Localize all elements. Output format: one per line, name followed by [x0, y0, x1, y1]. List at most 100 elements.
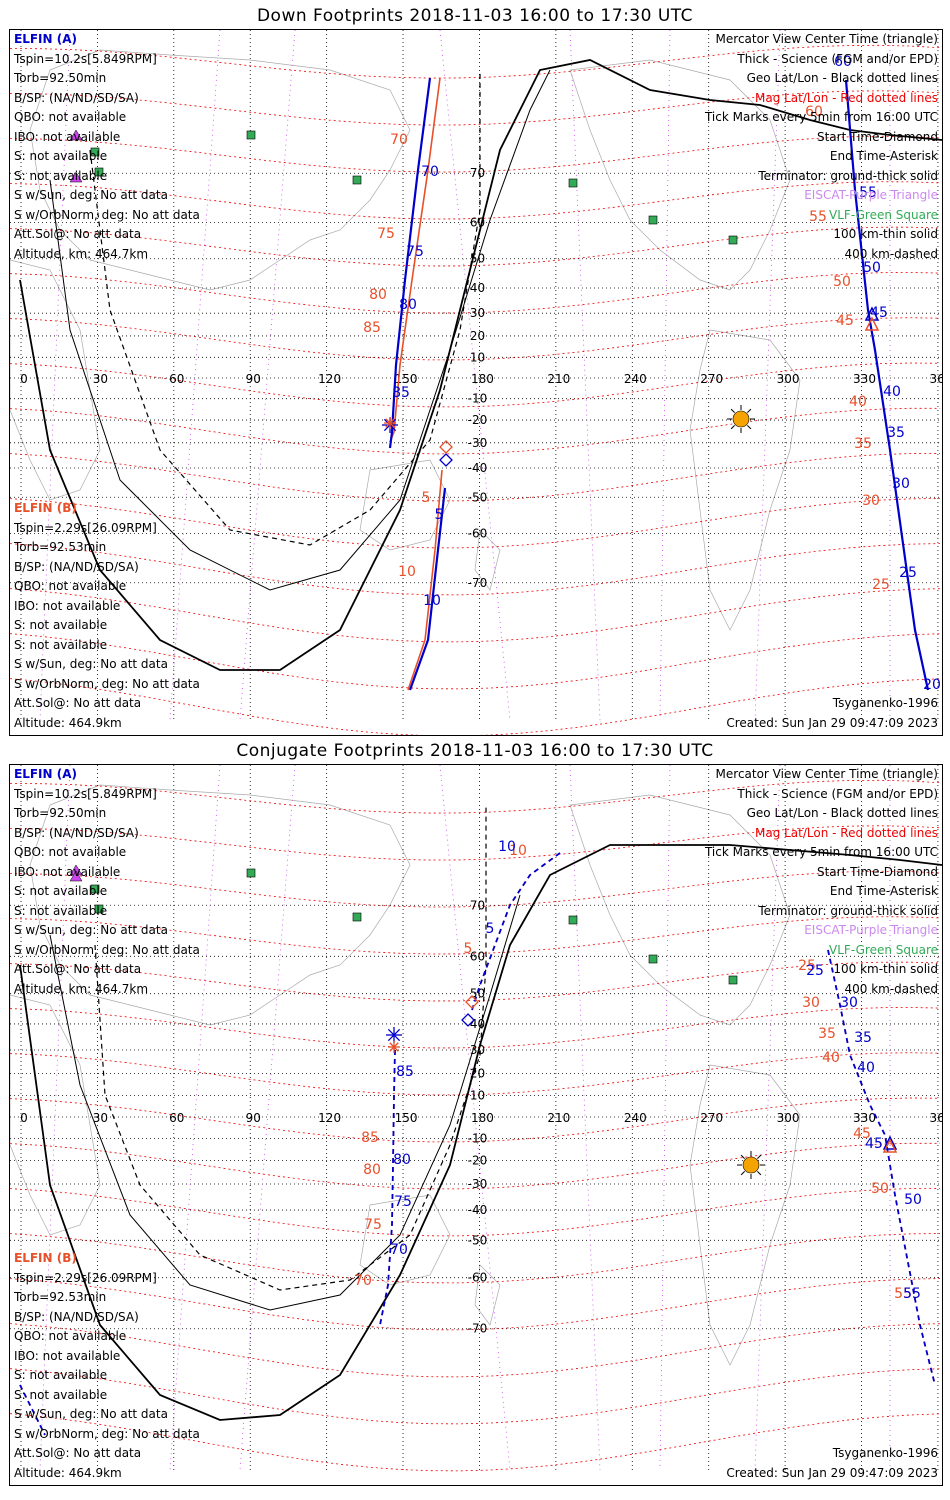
elfin-b-info-line: S w/OrbNorm, deg: No att data — [14, 1426, 200, 1441]
elfin-b-tick-label: 30 — [862, 493, 880, 509]
lon-tick-label: 270 — [700, 372, 723, 386]
vlf-station-icon — [246, 868, 256, 878]
elfin-b-tick-label: 60 — [805, 104, 823, 120]
sun-ray — [730, 408, 735, 413]
elfin-b-tick-label: 70 — [390, 132, 408, 148]
terminator-400km-line — [94, 805, 487, 1291]
legend-entry: Mag Lat/Lon - Red dotted lines — [754, 90, 938, 105]
elfin-a-tick-label: 80 — [393, 1152, 411, 1168]
elfin-a-tick-label: 10 — [423, 593, 441, 609]
elfin-a-center-triangle-icon — [882, 1135, 898, 1150]
lat-tick-label: -20 — [468, 1153, 488, 1167]
legend-entry: Mercator View Center Time (triangle) — [715, 32, 938, 46]
elfin-b-info-line: Att.Sol@: No att data — [14, 696, 142, 710]
vlf-station-icon — [90, 884, 100, 894]
mag-meridians — [39, 30, 891, 721]
lon-tick-label: 120 — [318, 372, 341, 386]
elfin-a-track — [471, 852, 561, 1011]
coastlines — [10, 49, 801, 631]
coastlines — [10, 784, 801, 1366]
elfin-b-info-line: S: not available — [14, 1387, 108, 1402]
legend-entry: EISCAT-Purple Triangle — [804, 188, 938, 202]
geo-grid — [10, 765, 942, 1470]
sun-ray — [740, 1171, 745, 1176]
mag-latitude-line — [10, 135, 941, 173]
elfin-a-info-line: Altitude, km: 464.7km — [14, 246, 149, 261]
mag-latitude-line — [10, 1007, 941, 1049]
elfin-b-tick-label: 85 — [361, 1130, 379, 1146]
elfin-a-track — [827, 949, 936, 1386]
elfin-a-tick-label: 30 — [840, 995, 858, 1011]
elfin-a-info-line: B/SP: (NA/ND/SD/SA) — [14, 90, 139, 105]
elfin-b-tick-label: 50 — [871, 1181, 889, 1197]
elfin-b-tick-label: 35 — [854, 436, 872, 452]
elfin-a-end-asterisk-icon — [386, 1027, 402, 1043]
elfin-a-tick-label: 25 — [806, 963, 824, 979]
legend-entry: Terminator: ground-thick solid — [758, 903, 938, 918]
mag-meridian-line — [659, 765, 671, 1471]
elfin-a-track — [379, 1049, 396, 1326]
lon-tick-label: 330 — [853, 372, 876, 386]
lon-tick-label: 150 — [395, 372, 418, 386]
elfin-a-start-diamond-icon — [439, 453, 453, 467]
elfin-a-info-line: Torb=92.50min — [14, 806, 107, 820]
mag-meridian-line — [569, 765, 601, 1471]
map-footer: Tsyganenko-1996 Created: Sun Jan 29 09:47… — [726, 1444, 938, 1483]
lat-tick-label: -50 — [468, 1233, 488, 1247]
elfin-b-info-line: S w/OrbNorm, deg: No att data — [14, 676, 200, 691]
elfin-b-info-line: S: not available — [14, 618, 108, 632]
elfin-b-info-line: Torb=92.53min — [14, 1290, 107, 1304]
landmass-outline — [689, 1064, 801, 1366]
sun-ray — [740, 1154, 745, 1159]
elfin-a-track — [388, 77, 432, 449]
lon-tick-label: 90 — [246, 372, 261, 386]
elfin-a-info-line: S: not available — [14, 168, 108, 183]
mag-latitude-line — [10, 825, 941, 861]
elfin-a-info-line: Altitude, km: 464.7km — [14, 981, 149, 996]
mag-latitude-line — [10, 543, 941, 596]
legend-entry: Geo Lat/Lon - Black dotted lines — [746, 71, 938, 85]
vlf-station-icon — [728, 235, 738, 245]
lon-axis-labels: 0 30 60 90 120 150 180 210 240 270 300 330 360 — [20, 372, 942, 386]
sun-ray — [757, 1171, 762, 1176]
mag-latitude-line — [10, 870, 941, 908]
mag-latitude-line — [10, 1188, 941, 1237]
elfin-a-info-line: IBO: not available — [14, 129, 121, 144]
lon-tick-label: 0 — [20, 1111, 28, 1125]
mag-meridians — [39, 765, 891, 1471]
elfin-a-tick-label: 85 — [392, 385, 410, 401]
lat-tick-label: -20 — [468, 413, 488, 427]
lat-tick-label: -30 — [468, 436, 488, 450]
lon-axis-labels: 0 30 60 90 120 150 180 210 240 270 300 330 360 — [20, 1111, 942, 1125]
mag-meridian-line — [439, 765, 511, 1471]
elfin-a-tick-label: 5 — [486, 921, 495, 937]
mag-latitude-line — [10, 272, 941, 314]
lat-tick-label: 10 — [470, 1089, 485, 1103]
mag-latitude-line — [10, 1142, 941, 1190]
lat-tick-label: -60 — [468, 1271, 488, 1285]
elfin-b-track — [407, 469, 443, 691]
elfin-a-tick-label: 70 — [421, 164, 439, 180]
elfin-a-info-line: Tspin=10.2s[5.849RPM] — [14, 51, 157, 66]
elfin-a-tick-label: 80 — [399, 297, 417, 313]
legend-entry: Geo Lat/Lon - Black dotted lines — [746, 806, 938, 820]
legend-entry: Mag Lat/Lon - Red dotted lines — [754, 825, 938, 840]
geo-grid — [10, 30, 942, 720]
vlf-station-icon — [352, 912, 362, 922]
created-timestamp: Created: Sun Jan 29 09:47:09 2023 — [726, 715, 938, 730]
legend-entry: VLF-Green Square — [829, 942, 938, 957]
terminator-ground-line — [19, 59, 942, 671]
mag-latitude-line — [10, 916, 941, 955]
elfin-a-info-line: IBO: not available — [14, 864, 121, 879]
legend-entry: VLF-Green Square — [829, 207, 938, 222]
elfin-a-tick-label: 85 — [396, 1064, 414, 1080]
eiscat-triangle-icon — [69, 129, 83, 141]
legend-entry: 400 km-dashed — [844, 981, 938, 996]
landmass-outline — [10, 259, 101, 501]
asterisk-stroke — [389, 1042, 399, 1052]
elfin-a-tick-label: 20 — [923, 677, 941, 693]
elfin-a-tick-label: 75 — [406, 244, 424, 260]
elfin-b-end-asterisk-icon — [384, 417, 396, 429]
lon-tick-label: 90 — [246, 1111, 261, 1125]
mag-meridian-line — [39, 30, 71, 721]
